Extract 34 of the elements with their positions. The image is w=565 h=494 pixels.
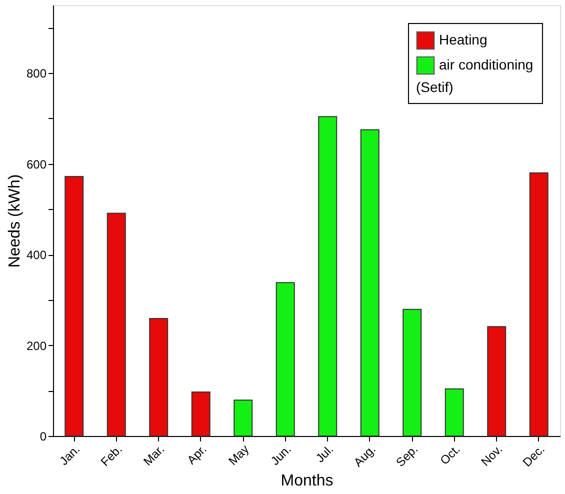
legend-label: air conditioning	[439, 56, 534, 72]
bar	[106, 212, 126, 436]
bar	[234, 400, 253, 436]
bar	[360, 129, 380, 436]
y-tick-label: 600	[26, 157, 47, 172]
bar	[276, 282, 295, 436]
y-axis-title: Needs (kWh)	[6, 174, 24, 268]
x-tick-label: Sep.	[393, 442, 421, 470]
x-tick-label: Mar.	[140, 442, 168, 468]
bar	[191, 391, 210, 436]
x-tick-label: Jan.	[56, 442, 83, 468]
legend-label: Heating	[439, 32, 488, 48]
legend-title: (Setif)	[416, 79, 454, 95]
x-tick-label: Jun.	[268, 442, 294, 468]
x-tick-label: Jul.	[312, 442, 336, 466]
bar	[149, 318, 168, 436]
y-tick-label: 800	[26, 66, 47, 81]
y-tick-label: 400	[26, 248, 47, 262]
x-tick-label: Feb.	[98, 442, 125, 469]
x-tick-label: Aug.	[351, 442, 378, 470]
bar	[402, 308, 422, 436]
y-tick-label: 0	[40, 430, 47, 444]
bar	[487, 326, 506, 436]
bar	[64, 176, 84, 436]
bar	[529, 172, 548, 436]
x-tick-label: Oct.	[437, 442, 463, 468]
bar	[318, 116, 338, 436]
y-tick-label: 200	[26, 338, 47, 353]
x-tick-label: Dec.	[520, 442, 548, 470]
x-tick-label: May	[226, 442, 252, 468]
x-tick-label: Nov.	[478, 442, 506, 469]
x-axis-title: Months	[280, 472, 334, 490]
bar	[444, 388, 464, 436]
x-tick-label: Apr.	[184, 442, 210, 468]
